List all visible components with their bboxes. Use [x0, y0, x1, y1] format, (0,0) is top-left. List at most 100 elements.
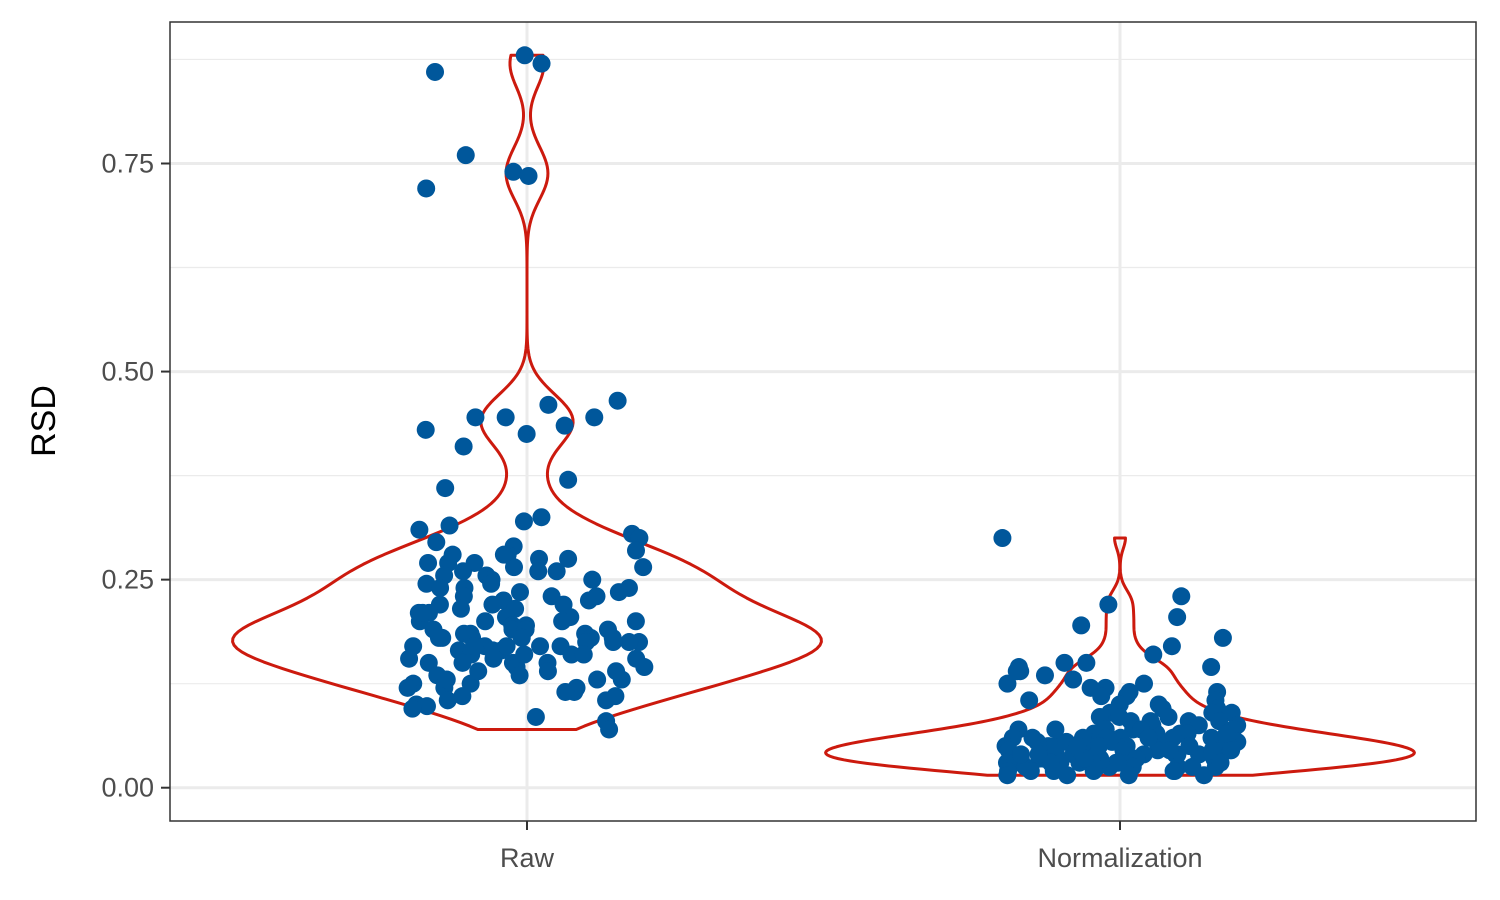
data-point-raw	[510, 666, 529, 685]
plot-panel	[170, 22, 1476, 821]
x-tick-label-normalization: Normalization	[1037, 843, 1202, 873]
data-point-raw	[426, 62, 445, 81]
data-point-normalization	[1202, 658, 1221, 677]
data-point-raw	[482, 574, 501, 593]
data-point-raw	[431, 578, 450, 597]
data-point-raw	[612, 670, 631, 689]
y-tick-label: 0.25	[101, 565, 154, 595]
data-point-raw	[510, 583, 529, 602]
data-point-raw	[634, 558, 653, 577]
data-point-raw	[410, 520, 429, 539]
data-point-normalization	[998, 674, 1017, 693]
data-point-normalization	[1023, 728, 1042, 747]
data-point-normalization	[1183, 757, 1202, 776]
data-point-raw	[417, 697, 436, 716]
data-point-normalization	[1172, 587, 1191, 606]
x-tick-label-raw: Raw	[500, 843, 555, 873]
data-point-normalization	[1162, 637, 1181, 656]
data-point-raw	[587, 587, 606, 606]
data-point-normalization	[993, 529, 1012, 548]
data-point-raw	[436, 479, 455, 498]
data-point-raw	[514, 512, 533, 531]
data-point-normalization	[1211, 753, 1230, 772]
data-point-raw	[574, 645, 593, 664]
data-point-raw	[635, 658, 654, 677]
data-point-raw	[538, 662, 557, 681]
data-point-normalization	[1164, 762, 1183, 781]
data-point-normalization	[1092, 687, 1111, 706]
data-point-raw	[398, 678, 417, 697]
data-point-raw	[440, 516, 459, 535]
data-point-normalization	[1029, 745, 1048, 764]
data-point-raw	[585, 408, 604, 427]
data-point-raw	[466, 408, 485, 427]
data-point-raw	[417, 574, 436, 593]
data-point-raw	[555, 416, 574, 435]
data-point-normalization	[1160, 741, 1179, 760]
grid-lines	[170, 22, 1476, 821]
data-point-raw	[453, 687, 472, 706]
data-point-normalization	[1007, 662, 1026, 681]
data-point-normalization	[1213, 628, 1232, 647]
data-point-normalization	[1058, 766, 1077, 785]
data-point-normalization	[1217, 724, 1236, 743]
data-point-raw	[496, 408, 515, 427]
data-point-raw	[556, 682, 575, 701]
data-point-normalization	[1064, 670, 1083, 689]
data-point-normalization	[1089, 737, 1108, 756]
data-point-raw	[424, 620, 443, 639]
data-point-raw	[437, 670, 456, 689]
data-point-raw	[626, 612, 645, 631]
violin-layer	[231, 53, 1416, 777]
data-point-raw	[427, 533, 446, 552]
y-tick-label: 0.50	[101, 357, 154, 387]
data-point-raw	[512, 628, 531, 647]
data-point-raw	[403, 699, 422, 718]
data-point-raw	[600, 720, 619, 739]
data-point-normalization	[1222, 741, 1241, 760]
data-point-raw	[497, 637, 516, 656]
data-point-raw	[453, 653, 472, 672]
data-point-raw	[539, 395, 558, 414]
data-point-normalization	[1012, 745, 1030, 764]
data-point-normalization	[1168, 608, 1187, 627]
data-point-raw	[531, 637, 550, 656]
y-tick-label: 0.75	[101, 148, 154, 178]
data-point-raw	[454, 562, 473, 581]
data-point-raw	[583, 570, 602, 589]
data-point-raw	[454, 437, 473, 456]
data-point-raw	[604, 633, 623, 652]
data-point-normalization	[1021, 762, 1040, 781]
data-point-raw	[400, 649, 419, 668]
data-point-raw	[627, 541, 645, 560]
data-point-raw	[532, 54, 551, 73]
data-point-normalization	[1055, 653, 1074, 672]
data-point-raw	[476, 612, 495, 631]
data-point-normalization	[1139, 728, 1158, 747]
y-axis-title: RSD	[25, 385, 63, 457]
data-point-raw	[504, 162, 523, 181]
data-point-raw	[608, 391, 627, 410]
data-point-normalization	[1020, 691, 1039, 710]
data-point-normalization	[1109, 753, 1128, 772]
axis-layer: 0.00 0.25 0.50 0.75 Raw Normalization	[101, 148, 1202, 873]
data-point-normalization	[1135, 674, 1154, 693]
data-point-raw	[515, 645, 534, 664]
data-point-raw	[413, 603, 432, 622]
data-point-raw	[559, 470, 578, 489]
data-point-raw	[588, 670, 607, 689]
data-point-raw	[494, 545, 513, 564]
y-tick-label: 0.00	[101, 773, 154, 803]
data-point-raw	[438, 691, 457, 710]
data-point-raw	[483, 595, 502, 614]
data-point-raw	[465, 637, 484, 656]
data-point-raw	[553, 612, 572, 631]
data-point-normalization	[1159, 707, 1178, 726]
data-point-raw	[597, 691, 616, 710]
violin-raw	[231, 53, 823, 731]
data-point-raw	[456, 146, 475, 165]
data-point-raw	[419, 553, 438, 572]
data-point-raw	[532, 508, 551, 527]
data-point-raw	[484, 649, 503, 668]
